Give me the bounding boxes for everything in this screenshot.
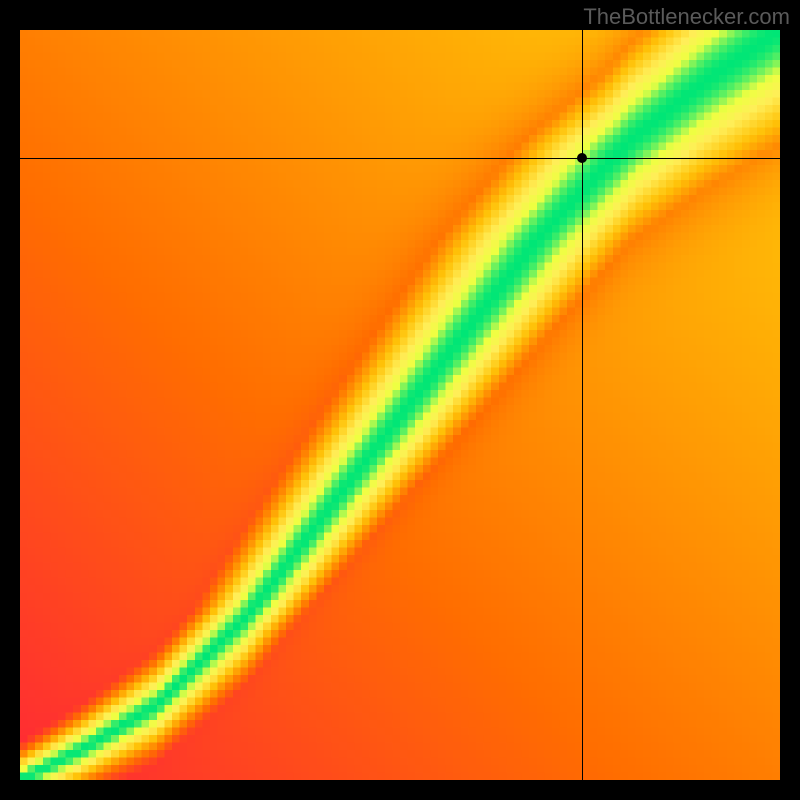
chart-container: TheBottlenecker.com	[0, 0, 800, 800]
watermark-text: TheBottlenecker.com	[583, 4, 790, 30]
crosshair-vertical	[582, 30, 583, 780]
crosshair-horizontal	[20, 158, 780, 159]
heatmap-canvas	[20, 30, 780, 780]
plot-area	[20, 30, 780, 780]
crosshair-marker	[577, 153, 587, 163]
